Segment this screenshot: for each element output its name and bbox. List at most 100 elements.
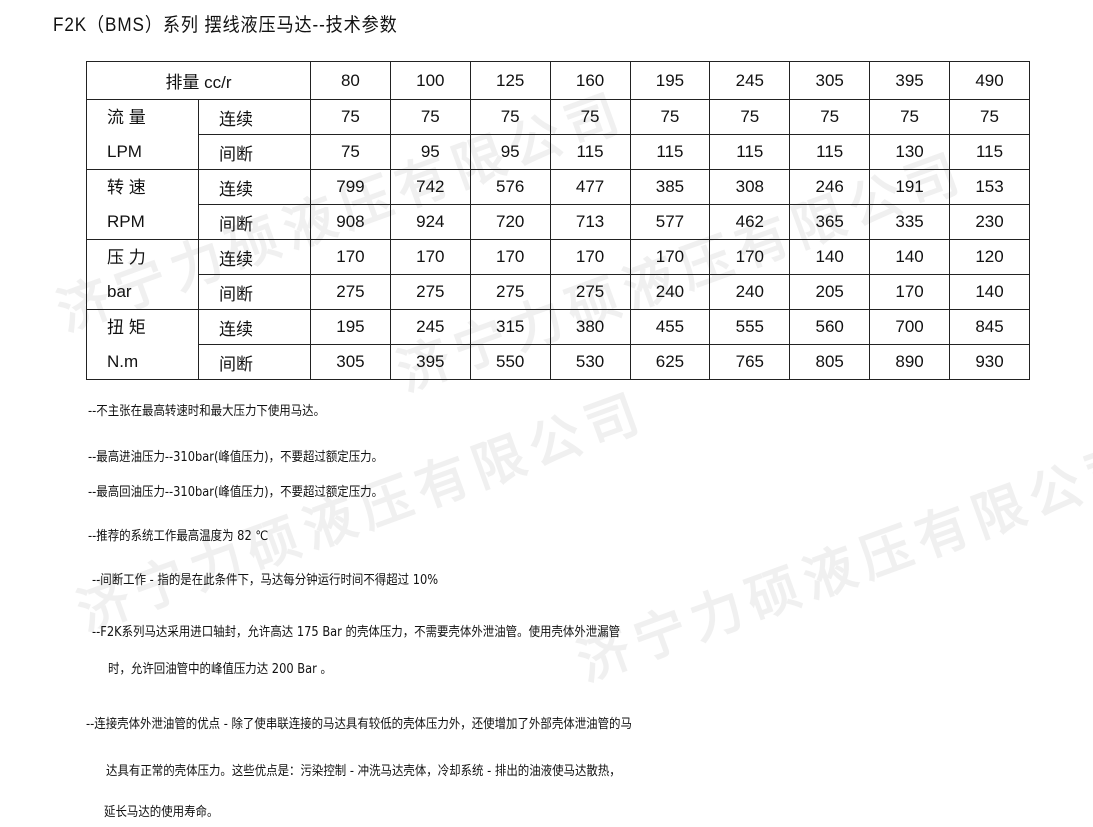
- group-name: 转 速: [107, 177, 146, 197]
- value-cell: 170: [709, 239, 791, 275]
- group-label: 扭 矩 N.m: [86, 309, 199, 380]
- value-cell: 395: [389, 344, 471, 380]
- value-cell: 335: [869, 204, 950, 240]
- value-cell: 462: [709, 204, 791, 240]
- value-cell: 170: [389, 239, 471, 275]
- note-line: 达具有正常的壳体压力。这些优点是：污染控制 - 冲洗马达壳体，冷却系统 - 排出…: [106, 764, 621, 779]
- value-cell: 115: [789, 134, 871, 170]
- value-cell: 765: [709, 344, 791, 380]
- row-label: 间断: [198, 344, 311, 380]
- value-cell: 530: [549, 344, 631, 380]
- value-cell: 315: [469, 309, 551, 345]
- group-unit: LPM: [107, 141, 142, 161]
- displacement-cell: 245: [709, 61, 791, 100]
- value-cell: 120: [949, 239, 1030, 275]
- note-line: --F2K系列马达采用进口轴封，允许高达 175 Bar 的壳体压力，不需要壳体…: [92, 625, 621, 640]
- value-cell: 95: [469, 134, 551, 170]
- note-line: --连接壳体外泄油管的优点 - 除了使串联连接的马达具有较低的壳体压力外，还使增…: [86, 717, 632, 732]
- table-row: 流 量 LPM 连续 75 75 75 75 75 75 75 75 75: [86, 99, 1030, 170]
- value-cell: 560: [789, 309, 871, 345]
- group-unit: bar: [107, 281, 132, 301]
- group-label: 压 力 bar: [86, 239, 199, 310]
- value-cell: 908: [310, 204, 391, 240]
- value-cell: 130: [869, 134, 950, 170]
- note-line: --最高回油压力--310bar(峰值压力)，不要超过额定压力。: [88, 485, 384, 500]
- value-cell: 576: [469, 169, 551, 205]
- value-cell: 140: [949, 274, 1030, 310]
- value-cell: 246: [789, 169, 871, 205]
- note-line: --最高进油压力--310bar(峰值压力)，不要超过额定压力。: [88, 450, 384, 465]
- table-row: 间断 908 924 720 713 577 462 365 335 230: [87, 204, 1030, 240]
- value-cell: 240: [629, 274, 711, 310]
- value-cell: 924: [389, 204, 471, 240]
- watermark: 济宁力硕液压有限公司: [569, 431, 1093, 694]
- group-label: 流 量 LPM: [86, 99, 199, 170]
- row-label: 连续: [198, 309, 311, 345]
- value-cell: 275: [469, 274, 551, 310]
- value-cell: 275: [549, 274, 631, 310]
- displacement-cell: 100: [389, 61, 471, 100]
- value-cell: 205: [789, 274, 871, 310]
- table-row: 间断 75 95 95 115 115 115 115 130 115: [87, 134, 1030, 170]
- group-unit: N.m: [107, 351, 139, 371]
- value-cell: 115: [709, 134, 791, 170]
- value-cell: 75: [869, 99, 950, 135]
- value-cell: 75: [709, 99, 791, 135]
- group-name: 扭 矩: [107, 317, 146, 337]
- table-row: 间断 275 275 275 275 240 240 205 170 140: [87, 274, 1030, 310]
- value-cell: 75: [949, 99, 1030, 135]
- group-name: 压 力: [107, 247, 146, 267]
- table-row: 扭 矩 N.m 连续 195 245 315 380 455 555 560 700 845: [86, 309, 1030, 380]
- value-cell: 550: [469, 344, 551, 380]
- value-cell: 275: [389, 274, 471, 310]
- note-line: 延长马达的使用寿命。: [104, 805, 219, 820]
- value-cell: 305: [310, 344, 391, 380]
- value-cell: 170: [469, 239, 551, 275]
- value-cell: 75: [310, 134, 391, 170]
- value-cell: 455: [629, 309, 711, 345]
- note-line: --间断工作 - 指的是在此条件下，马达每分钟运行时间不得超过 10%: [92, 573, 439, 588]
- value-cell: 890: [869, 344, 950, 380]
- value-cell: 845: [949, 309, 1030, 345]
- row-label: 连续: [198, 169, 311, 205]
- row-label: 连续: [198, 239, 311, 275]
- value-cell: 191: [869, 169, 950, 205]
- value-cell: 75: [310, 99, 391, 135]
- note-line: --推荐的系统工作最高温度为 82 ℃: [88, 529, 269, 544]
- value-cell: 230: [949, 204, 1030, 240]
- row-label: 间断: [198, 134, 311, 170]
- value-cell: 365: [789, 204, 871, 240]
- value-cell: 577: [629, 204, 711, 240]
- table-row: 间断 305 395 550 530 625 765 805 890 930: [87, 344, 1030, 380]
- value-cell: 75: [469, 99, 551, 135]
- value-cell: 140: [789, 239, 871, 275]
- value-cell: 555: [709, 309, 791, 345]
- header-label: 排量 cc/r: [86, 61, 311, 100]
- row-label: 连续: [198, 99, 311, 135]
- value-cell: 799: [310, 169, 391, 205]
- value-cell: 380: [549, 309, 631, 345]
- value-cell: 700: [869, 309, 950, 345]
- displacement-cell: 160: [549, 61, 631, 100]
- displacement-cell: 490: [949, 61, 1030, 100]
- group-label: 转 速 RPM: [86, 169, 199, 240]
- row-label: 间断: [198, 274, 311, 310]
- value-cell: 240: [709, 274, 791, 310]
- displacement-cell: 305: [789, 61, 871, 100]
- group-name: 流 量: [107, 107, 146, 127]
- value-cell: 477: [549, 169, 631, 205]
- value-cell: 75: [549, 99, 631, 135]
- value-cell: 742: [389, 169, 471, 205]
- value-cell: 245: [389, 309, 471, 345]
- page-title: F2K（BMS）系列 摆线液压马达--技术参数: [53, 15, 398, 36]
- value-cell: 153: [949, 169, 1030, 205]
- displacement-cell: 80: [310, 61, 391, 100]
- spec-table: 排量 cc/r 80 100 125 160 195 245 305 395 490 流 量 LPM 连…: [86, 61, 1030, 380]
- group-unit: RPM: [107, 211, 145, 231]
- value-cell: 115: [629, 134, 711, 170]
- note-line: --不主张在最高转速时和最大压力下使用马达。: [88, 404, 326, 419]
- value-cell: 75: [789, 99, 871, 135]
- displacement-cell: 125: [469, 61, 551, 100]
- value-cell: 75: [389, 99, 471, 135]
